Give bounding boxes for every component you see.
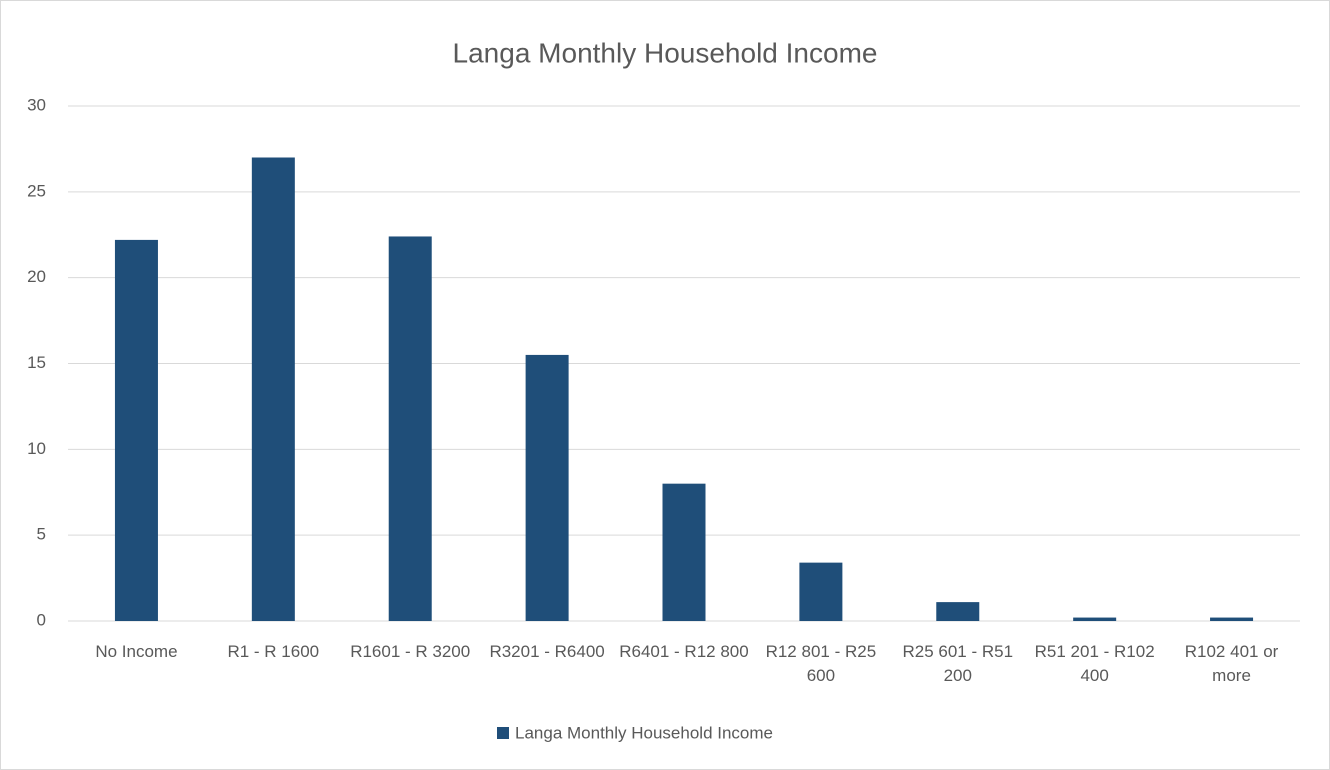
bar [388,236,432,621]
bar [525,354,569,621]
bar [799,562,843,621]
y-tick-label: 30 [27,95,46,114]
x-tick-label: R3201 - R6400 [489,642,605,661]
bar [1073,617,1117,621]
bar [936,602,980,621]
bar [662,483,706,621]
y-tick-label: 20 [27,267,46,286]
x-tick-label: R102 401 or more [1184,642,1279,685]
bar [1210,617,1254,621]
x-tick-label: R1 - R 1600 [227,642,320,661]
x-tick-label: R25 601 - R51 200 [902,642,1014,685]
x-tick-label: No Income [95,642,178,661]
x-tick-label: R6401 - R12 800 [619,642,749,661]
bar [251,157,295,621]
bar [114,239,158,621]
x-tick-label: R1601 - R 3200 [350,642,471,661]
y-tick-label: 5 [37,525,46,544]
legend-swatch [497,727,509,739]
y-tick-label: 10 [27,439,46,458]
chart-title: Langa Monthly Household Income [453,37,878,68]
x-tick-label: R12 801 - R25 600 [765,642,877,685]
y-tick-label: 25 [27,181,46,200]
y-tick-label: 0 [37,610,46,629]
y-tick-label: 15 [27,353,46,372]
legend-label: Langa Monthly Household Income [515,723,773,742]
x-tick-label: R51 201 - R102 400 [1034,642,1155,685]
